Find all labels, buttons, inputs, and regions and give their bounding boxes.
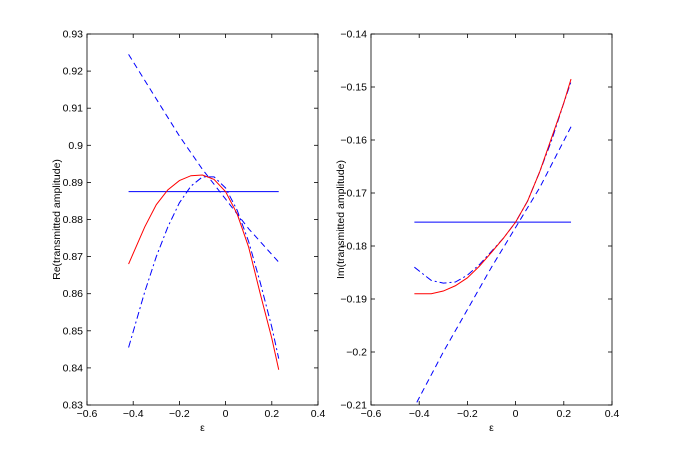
re-y-tick-label: 0.85 [63, 325, 84, 337]
re-x-tick-label: 0.4 [311, 408, 326, 420]
re-tick-group: −0.6 −0.4 −0.2 0 0.2 0.4 0.83 0.84 0.85 0.86 0.87 0… [63, 29, 326, 421]
re-x-axis-label: ε [200, 422, 205, 434]
im-y-tick-label: −0.17 [340, 188, 367, 200]
re-y-tick-label: 0.86 [63, 288, 84, 300]
re-y-tick-label: 0.92 [63, 66, 84, 78]
im-x-tick-label: 0 [513, 408, 519, 420]
im-y-tick-label: −0.14 [340, 29, 367, 41]
im-x-axis-label: ε [489, 422, 494, 434]
im-x-tick-label: −0.4 [409, 408, 430, 420]
re-series-dashdot-blue-line [128, 176, 280, 359]
re-y-tick-label: 0.87 [63, 251, 84, 263]
re-x-tick-label: 0.2 [264, 408, 279, 420]
re-y-tick-label: 0.84 [63, 362, 84, 374]
re-x-tick-label: −0.2 [169, 408, 190, 420]
im-plot-frame [370, 33, 613, 406]
re-y-tick-label: 0.91 [63, 103, 84, 115]
im-amplitude-panel: −0.6 −0.4 −0.2 0 0.2 0.4 −0.21 −0.2 −0.19 −0.18 −0… [335, 29, 619, 435]
im-y-tick-label: −0.16 [340, 135, 367, 147]
im-tick-group: −0.6 −0.4 −0.2 0 0.2 0.4 −0.21 −0.2 −0.19 −0.18 −0… [340, 29, 619, 421]
re-y-tick-label: 0.9 [68, 140, 83, 152]
im-y-tick-label: −0.2 [346, 347, 367, 359]
im-y-axis-label: Im(transmitted amplitude) [335, 160, 347, 279]
im-series-group [414, 78, 572, 403]
re-series-dashed-blue-line [128, 54, 280, 263]
re-y-axis-label: Re(transmitted amplitude) [51, 159, 63, 280]
im-x-tick-label: 0.4 [605, 408, 620, 420]
re-y-tick-label: 0.93 [63, 29, 84, 41]
re-series-solid-red-line [128, 174, 280, 370]
re-amplitude-panel: −0.6 −0.4 −0.2 0 0.2 0.4 0.83 0.84 0.85 0.86 0.87 0… [51, 29, 325, 435]
re-x-tick-label: −0.4 [123, 408, 144, 420]
re-y-tick-label: 0.88 [63, 214, 84, 226]
im-y-tick-label: −0.21 [340, 400, 367, 412]
im-x-tick-label: −0.6 [361, 408, 382, 420]
re-plot-frame [86, 33, 319, 406]
im-y-tick-label: −0.15 [340, 82, 367, 94]
re-x-tick-label: 0 [223, 408, 229, 420]
im-series-solid-red-line [414, 78, 572, 295]
re-y-tick-label: 0.89 [63, 177, 84, 189]
im-x-tick-label: 0.2 [556, 408, 571, 420]
im-series-dashed-blue-line [416, 126, 572, 403]
im-y-tick-label: −0.19 [340, 294, 367, 306]
im-y-tick-label: −0.18 [340, 241, 367, 253]
re-series-group [128, 54, 280, 370]
re-y-tick-label: 0.83 [63, 400, 84, 412]
im-series-dashdot-blue-line [414, 81, 572, 284]
re-x-tick-label: −0.6 [77, 408, 98, 420]
im-x-tick-label: −0.2 [457, 408, 478, 420]
